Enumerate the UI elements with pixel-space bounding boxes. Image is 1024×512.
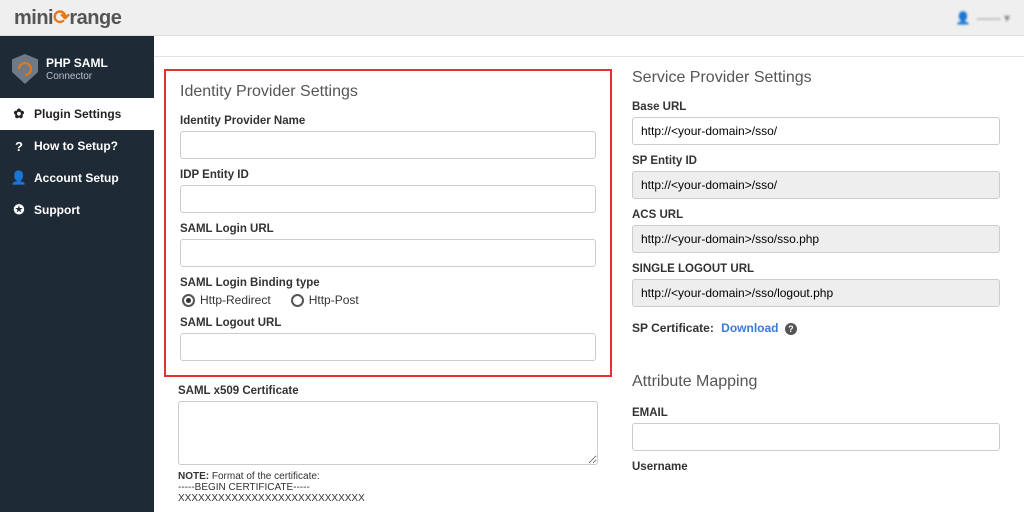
email-input[interactable] — [632, 423, 1000, 451]
username-label: Username — [632, 461, 1000, 473]
sidebar-item-label: Plugin Settings — [34, 107, 121, 121]
main-content: Identity Provider Settings Identity Prov… — [154, 36, 1024, 512]
acs-url-label: ACS URL — [632, 209, 1000, 221]
sp-entity-input — [632, 171, 1000, 199]
slo-url-input — [632, 279, 1000, 307]
question-icon: ? — [12, 139, 26, 153]
download-link[interactable]: Download — [721, 321, 778, 335]
gear-icon: ✿ — [12, 107, 26, 121]
brand-pre: mini — [14, 7, 53, 29]
sidebar-item-label: How to Setup? — [34, 139, 118, 153]
sp-entity-label: SP Entity ID — [632, 155, 1000, 167]
sidebar-title: PHP SAML — [46, 56, 108, 70]
help-icon[interactable]: ? — [785, 323, 797, 335]
user-menu[interactable]: 👤 —— ▾ — [956, 11, 1010, 25]
sidebar-header: PHP SAML Connector — [0, 44, 154, 98]
cert-label: SAML x509 Certificate — [178, 385, 598, 397]
topbar: mini⟳range 👤 —— ▾ — [0, 0, 1024, 36]
brand-suf: range — [69, 7, 121, 29]
layout: PHP SAML Connector ✿ Plugin Settings ? H… — [0, 36, 1024, 512]
radio-icon — [291, 294, 304, 307]
brand-logo: mini⟳range — [14, 5, 121, 30]
sidebar-item-label: Support — [34, 203, 80, 217]
acs-url-input — [632, 225, 1000, 253]
sidebar-item-plugin-settings[interactable]: ✿ Plugin Settings — [0, 98, 154, 130]
user-menu-label: —— ▾ — [977, 11, 1010, 25]
idp-name-input[interactable] — [180, 131, 596, 159]
idp-highlight-box: Identity Provider Settings Identity Prov… — [164, 69, 612, 377]
saml-logout-url-label: SAML Logout URL — [180, 317, 596, 329]
idp-name-label: Identity Provider Name — [180, 115, 596, 127]
sidebar-item-label: Account Setup — [34, 171, 119, 185]
base-url-label: Base URL — [632, 101, 1000, 113]
email-label: EMAIL — [632, 407, 1000, 419]
cert-textarea[interactable] — [178, 401, 598, 465]
sp-column: Service Provider Settings Base URL SP En… — [632, 69, 1000, 512]
radio-http-redirect[interactable]: Http-Redirect — [182, 293, 271, 307]
saml-login-url-label: SAML Login URL — [180, 223, 596, 235]
sp-cert-row: SP Certificate: Download ? — [632, 321, 1000, 335]
attr-heading: Attribute Mapping — [632, 373, 1000, 391]
radio-label: Http-Redirect — [200, 293, 271, 307]
idp-entity-label: IDP Entity ID — [180, 169, 596, 181]
cert-note: NOTE: Format of the certificate: -----BE… — [178, 471, 598, 504]
divider — [154, 56, 1024, 57]
radio-icon — [182, 294, 195, 307]
base-url-input[interactable] — [632, 117, 1000, 145]
idp-column: Identity Provider Settings Identity Prov… — [178, 69, 598, 512]
idp-heading: Identity Provider Settings — [180, 83, 596, 101]
support-icon: ✪ — [12, 203, 26, 217]
shield-icon — [12, 54, 38, 84]
sidebar-item-support[interactable]: ✪ Support — [0, 194, 154, 226]
radio-http-post[interactable]: Http-Post — [291, 293, 359, 307]
user-icon: 👤 — [12, 171, 26, 185]
sp-heading: Service Provider Settings — [632, 69, 1000, 87]
user-icon: 👤 — [956, 11, 971, 25]
saml-logout-url-input[interactable] — [180, 333, 596, 361]
orange-o-icon: ⟳ — [53, 7, 69, 29]
sidebar-subtitle: Connector — [46, 71, 108, 82]
sp-cert-label: SP Certificate: — [632, 321, 714, 335]
sidebar: PHP SAML Connector ✿ Plugin Settings ? H… — [0, 36, 154, 512]
binding-type-label: SAML Login Binding type — [180, 277, 596, 289]
slo-url-label: SINGLE LOGOUT URL — [632, 263, 1000, 275]
sidebar-item-account-setup[interactable]: 👤 Account Setup — [0, 162, 154, 194]
saml-login-url-input[interactable] — [180, 239, 596, 267]
sidebar-item-how-to-setup[interactable]: ? How to Setup? — [0, 130, 154, 162]
radio-label: Http-Post — [309, 293, 359, 307]
idp-entity-input[interactable] — [180, 185, 596, 213]
